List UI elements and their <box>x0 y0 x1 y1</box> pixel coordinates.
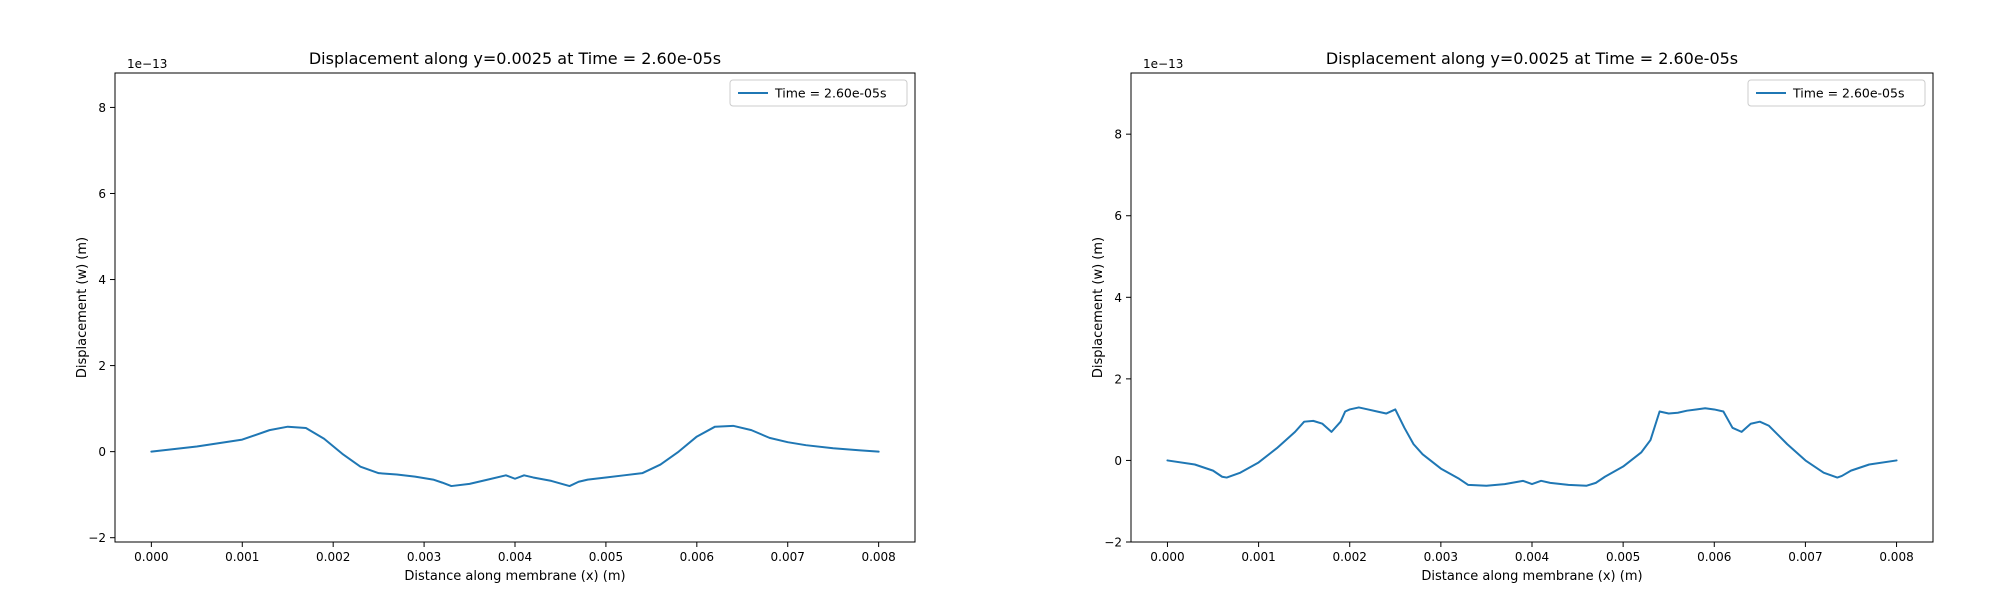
y-ticks: −2 0 2 4 6 8 <box>88 101 115 545</box>
plot-frame <box>1130 72 1934 543</box>
chart-title: Displacement along y=0.0025 at Time = 2.… <box>1326 49 1738 68</box>
subplot-right: Displacement along y=0.0025 at Time = 2.… <box>1091 49 1934 584</box>
x-tick-label: 0.007 <box>1788 550 1822 564</box>
x-tick-label: 0.006 <box>680 550 714 564</box>
plot-frame <box>114 72 916 543</box>
x-tick-label: 0.003 <box>1424 550 1458 564</box>
y-tick-label: −2 <box>1104 536 1122 550</box>
subplot-left: Displacement along y=0.0025 at Time = 2.… <box>75 49 916 584</box>
x-tick-label: 0.007 <box>771 550 805 564</box>
series-lines <box>1166 406 1898 487</box>
y-tick-label: 2 <box>1114 372 1122 386</box>
x-tick-label: 0.004 <box>498 550 532 564</box>
legend-box <box>1747 79 1926 107</box>
legend-box <box>729 79 908 107</box>
chart-title: Displacement along y=0.0025 at Time = 2.… <box>309 49 721 68</box>
x-tick-label: 0.001 <box>225 550 259 564</box>
y-tick-label: −2 <box>88 531 106 545</box>
y-tick-label: 0 <box>1114 454 1122 468</box>
y-tick-label: 0 <box>98 445 106 459</box>
x-tick-label: 0.000 <box>1150 550 1184 564</box>
y-axis-label: Displacement (w) (m) <box>75 237 90 378</box>
x-tick-label: 0.008 <box>1879 550 1913 564</box>
y-ticks: −2 0 2 4 6 8 <box>1104 128 1131 550</box>
y-tick-label: 8 <box>98 101 106 115</box>
x-tick-label: 0.003 <box>407 550 441 564</box>
y-tick-label: 4 <box>1114 291 1122 305</box>
y-tick-label: 4 <box>98 273 106 287</box>
y-tick-label: 2 <box>98 359 106 373</box>
y-tick-label: 6 <box>1114 209 1122 223</box>
x-tick-label: 0.002 <box>1333 550 1367 564</box>
y-offset-text: 1e−13 <box>1143 57 1183 71</box>
x-ticks: 0.000 0.001 0.002 0.003 0.004 0.005 0.006 0.007… <box>134 542 896 564</box>
x-tick-label: 0.000 <box>134 550 168 564</box>
y-tick-label: 6 <box>98 187 106 201</box>
x-tick-label: 0.004 <box>1515 550 1549 564</box>
series-line <box>150 424 880 488</box>
legend: Time = 2.60e-05s <box>1747 79 1926 107</box>
x-axis-label: Distance along membrane (x) (m) <box>1421 569 1642 584</box>
x-tick-label: 0.005 <box>1606 550 1640 564</box>
x-tick-label: 0.008 <box>861 550 895 564</box>
y-axis-label: Displacement (w) (m) <box>1091 237 1106 378</box>
x-tick-label: 0.001 <box>1241 550 1275 564</box>
y-offset-text: 1e−13 <box>127 57 167 71</box>
x-axis-label: Distance along membrane (x) (m) <box>404 569 625 584</box>
legend: Time = 2.60e-05s <box>729 79 908 107</box>
x-tick-label: 0.002 <box>316 550 350 564</box>
x-ticks: 0.000 0.001 0.002 0.003 0.004 0.005 0.006 0.007… <box>1150 542 1914 564</box>
x-tick-label: 0.005 <box>589 550 623 564</box>
legend-entry-label: Time = 2.60e-05s <box>1792 86 1904 101</box>
series-line <box>1166 406 1898 487</box>
y-tick-label: 8 <box>1114 128 1122 142</box>
x-tick-label: 0.006 <box>1697 550 1731 564</box>
series-lines <box>150 424 880 488</box>
legend-entry-label: Time = 2.60e-05s <box>774 86 886 101</box>
